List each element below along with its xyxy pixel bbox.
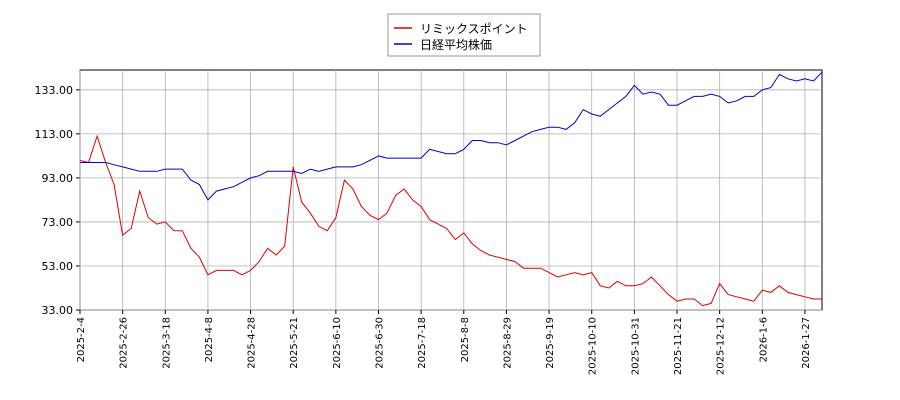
x-tick-label: 2025-7-18 xyxy=(417,317,428,369)
x-tick-label: 2025-5-21 xyxy=(289,317,300,369)
x-tick-label: 2025-6-30 xyxy=(375,317,386,369)
x-tick-label: 2025-8-8 xyxy=(460,317,471,362)
legend-label: 日経平均株価 xyxy=(420,37,492,52)
x-tick-label: 2025-4-28 xyxy=(247,317,258,369)
x-tick-label: 2025-4-8 xyxy=(204,317,215,362)
y-tick-label: 33.00 xyxy=(42,304,74,317)
x-tick-label: 2026-1-6 xyxy=(758,317,769,362)
x-tick-label: 2025-2-4 xyxy=(76,317,87,362)
x-tick-label: 2025-8-29 xyxy=(502,317,513,369)
x-tick-label: 2025-11-21 xyxy=(673,317,684,375)
plot-frame xyxy=(79,69,823,311)
x-tick-label: 2025-6-10 xyxy=(332,317,343,369)
y-tick-label: 53.00 xyxy=(42,260,74,273)
x-tick-label: 2025-2-26 xyxy=(119,317,130,369)
series-line xyxy=(80,71,823,201)
legend-label: リミックスポイント xyxy=(420,22,528,36)
x-tick-label: 2025-10-31 xyxy=(630,317,641,375)
x-tick-label: 2025-10-10 xyxy=(588,317,599,375)
series-line xyxy=(79,134,822,307)
y-tick-label: 73.00 xyxy=(42,216,74,229)
y-tick-label: 93.00 xyxy=(42,172,74,185)
x-tick-label: 2025-12-12 xyxy=(716,317,727,375)
y-tick-label: 133.00 xyxy=(35,84,74,97)
y-tick-label: 113.00 xyxy=(35,128,74,141)
x-tick-label: 2025-3-18 xyxy=(161,317,172,369)
x-tick-label: 2026-1-27 xyxy=(801,317,812,369)
x-tick-label: 2025-9-19 xyxy=(545,317,556,369)
legend-box xyxy=(387,13,541,57)
